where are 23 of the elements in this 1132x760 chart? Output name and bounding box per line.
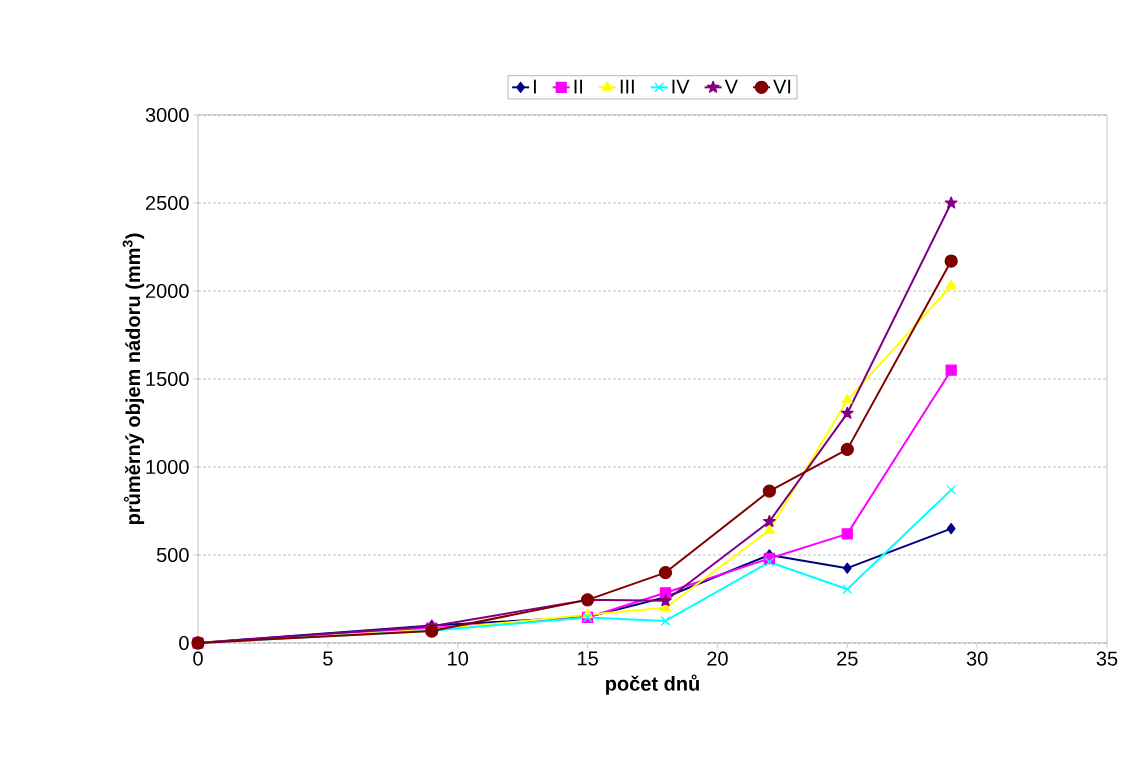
x-tick-label: 30 xyxy=(966,651,988,666)
x-tick-label: 10 xyxy=(448,651,469,666)
y-tick-label: 500 xyxy=(156,547,189,563)
y-tick-label: 1500 xyxy=(146,371,189,387)
y-tick-label: 3000 xyxy=(145,107,189,123)
x-tick-label: 0 xyxy=(193,651,203,666)
legend-label: I xyxy=(533,79,536,94)
x-tick-label: 20 xyxy=(707,651,728,666)
y-tick-label: 2000 xyxy=(145,283,189,299)
x-tick-label: 35 xyxy=(1096,651,1118,666)
y-tick-label: 1000 xyxy=(146,459,189,475)
y-axis-title: průměrný objem nádoru (mm$^{3}$) xyxy=(122,233,145,525)
y-tick-label: 0 xyxy=(179,635,189,651)
legend-label: V xyxy=(724,79,738,94)
x-tick-label: 5 xyxy=(323,651,333,666)
x-tick-label: 15 xyxy=(577,651,598,666)
legend-label: III xyxy=(620,79,634,94)
legend-label: VI xyxy=(773,79,791,94)
legend-label: II xyxy=(574,79,583,94)
y-tick-label: 2500 xyxy=(145,195,189,211)
x-axis-title: počet dnů xyxy=(606,674,699,695)
x-tick-label: 25 xyxy=(837,651,858,666)
legend-label: IV xyxy=(672,79,690,94)
